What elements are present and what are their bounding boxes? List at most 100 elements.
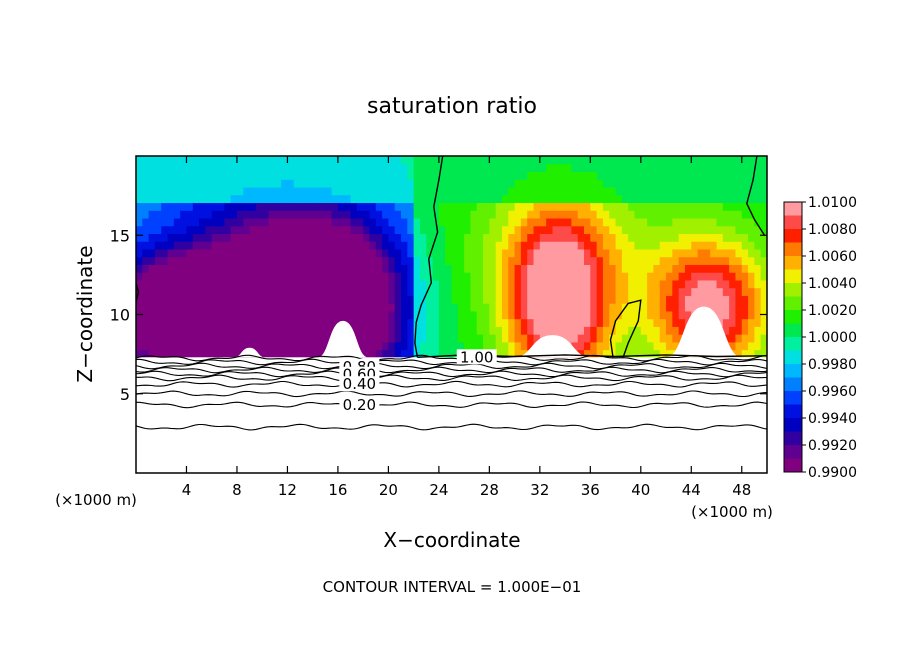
heatmap-cell <box>287 225 295 235</box>
heatmap-cell <box>148 194 156 204</box>
heatmap-cell <box>483 179 490 188</box>
heatmap-cell <box>300 303 307 312</box>
heatmap-cell <box>520 303 528 312</box>
heatmap-cell <box>647 194 655 204</box>
heatmap-cell <box>653 264 661 273</box>
heatmap-cell <box>388 171 396 180</box>
heatmap-cell <box>199 310 207 320</box>
heatmap-cell <box>672 233 680 242</box>
heatmap-cell <box>634 163 642 173</box>
heatmap-cell <box>634 264 642 273</box>
heatmap-cell <box>546 179 554 188</box>
heatmap-cell <box>464 256 472 265</box>
heatmap-cell <box>552 326 560 335</box>
heatmap-cell <box>565 217 572 227</box>
heatmap-cell <box>722 326 730 335</box>
heatmap-cell <box>741 163 749 173</box>
heatmap-cell <box>224 217 232 227</box>
heatmap-cell <box>445 256 453 265</box>
heatmap-cell <box>710 295 718 304</box>
heatmap-cell <box>236 326 244 335</box>
heatmap-cell <box>243 303 251 312</box>
heatmap-cell <box>571 295 579 304</box>
heatmap-cell <box>218 186 225 196</box>
heatmap-cell <box>546 210 554 219</box>
heatmap-cell <box>703 225 711 235</box>
heatmap-cell <box>722 171 730 180</box>
heatmap-cell <box>647 210 655 219</box>
heatmap-cell <box>445 334 453 343</box>
heatmap-cell <box>470 303 478 312</box>
heatmap-cell <box>647 256 655 265</box>
heatmap-cell <box>514 210 522 219</box>
heatmap-cell <box>243 171 251 180</box>
heatmap-cell <box>552 202 560 211</box>
heatmap-cell <box>735 341 743 351</box>
heatmap-cell <box>262 272 270 281</box>
heatmap-cell <box>672 272 680 281</box>
heatmap-cell <box>426 225 434 235</box>
heatmap-cell <box>274 318 282 327</box>
heatmap-cell <box>148 241 156 250</box>
heatmap-cell <box>640 241 648 250</box>
heatmap-cell <box>602 233 610 242</box>
heatmap-cell <box>382 256 389 265</box>
heatmap-cell <box>539 210 547 219</box>
heatmap-cell <box>577 163 585 173</box>
heatmap-cell <box>375 310 383 320</box>
heatmap-cell <box>464 264 472 273</box>
heatmap-cell <box>350 171 358 180</box>
heatmap-cell <box>647 248 655 258</box>
heatmap-cell <box>558 194 566 204</box>
heatmap-cell <box>243 287 251 296</box>
heatmap-cell <box>514 241 522 250</box>
heatmap-cell <box>672 318 680 327</box>
heatmap-cell <box>539 287 547 296</box>
heatmap-cell <box>508 241 516 250</box>
heatmap-cell <box>533 256 541 265</box>
heatmap-cell <box>634 194 642 204</box>
heatmap-cell <box>350 233 358 242</box>
heatmap-cell <box>432 225 440 235</box>
heatmap-cell <box>451 341 459 351</box>
heatmap-cell <box>236 279 244 289</box>
heatmap-cell <box>546 256 554 265</box>
heatmap-cell <box>180 287 188 296</box>
heatmap-cell <box>741 272 749 281</box>
heatmap-cell <box>255 256 263 265</box>
heatmap-cell <box>161 179 169 188</box>
heatmap-cell <box>337 194 345 204</box>
heatmap-cell <box>350 179 358 188</box>
heatmap-cell <box>501 225 509 235</box>
heatmap-cell <box>445 163 453 173</box>
heatmap-cell <box>394 202 402 211</box>
heatmap-cell <box>684 156 692 165</box>
heatmap-cell <box>224 349 232 358</box>
heatmap-cell <box>722 303 730 312</box>
heatmap-cell <box>268 341 276 351</box>
heatmap-cell <box>754 186 762 196</box>
x-tick-label: 32 <box>530 481 549 499</box>
heatmap-cell <box>274 341 282 351</box>
heatmap-cell <box>476 156 484 165</box>
heatmap-cell <box>388 225 396 235</box>
heatmap-cell <box>754 225 762 235</box>
heatmap-cell <box>533 326 541 335</box>
heatmap-cell <box>199 272 207 281</box>
heatmap-cell <box>318 303 326 312</box>
heatmap-cell <box>337 210 345 219</box>
heatmap-cell <box>653 248 661 258</box>
heatmap-cell <box>211 295 219 304</box>
heatmap-cell <box>533 295 541 304</box>
heatmap-cell <box>609 241 617 250</box>
colorbar-swatch <box>784 418 802 432</box>
heatmap-cell <box>325 318 333 327</box>
heatmap-cell <box>325 163 333 173</box>
heatmap-cell <box>495 256 503 265</box>
heatmap-cell <box>262 241 270 250</box>
heatmap-cell <box>577 210 585 219</box>
heatmap-cell <box>666 163 673 173</box>
heatmap-cell <box>754 349 762 358</box>
heatmap-cell <box>394 264 402 273</box>
heatmap-cell <box>577 256 585 265</box>
